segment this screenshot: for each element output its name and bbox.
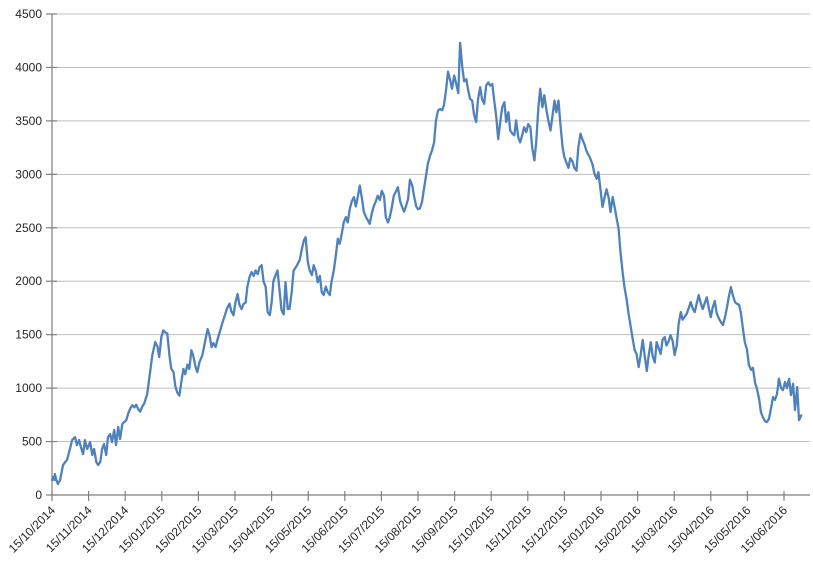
y-axis-tick-label: 2500	[15, 221, 42, 235]
y-axis-tick-label: 0	[35, 488, 42, 502]
y-axis-tick-label: 3000	[15, 167, 42, 181]
y-axis-tick-label: 2000	[15, 274, 42, 288]
y-axis-tick-label: 1500	[15, 328, 42, 342]
y-axis-tick-label: 4500	[15, 7, 42, 21]
y-axis-tick-label: 4000	[15, 60, 42, 74]
y-axis-tick-label: 500	[22, 435, 42, 449]
y-axis-tick-label: 3500	[15, 114, 42, 128]
data-series-line	[50, 41, 803, 486]
y-axis-tick-label: 1000	[15, 381, 42, 395]
